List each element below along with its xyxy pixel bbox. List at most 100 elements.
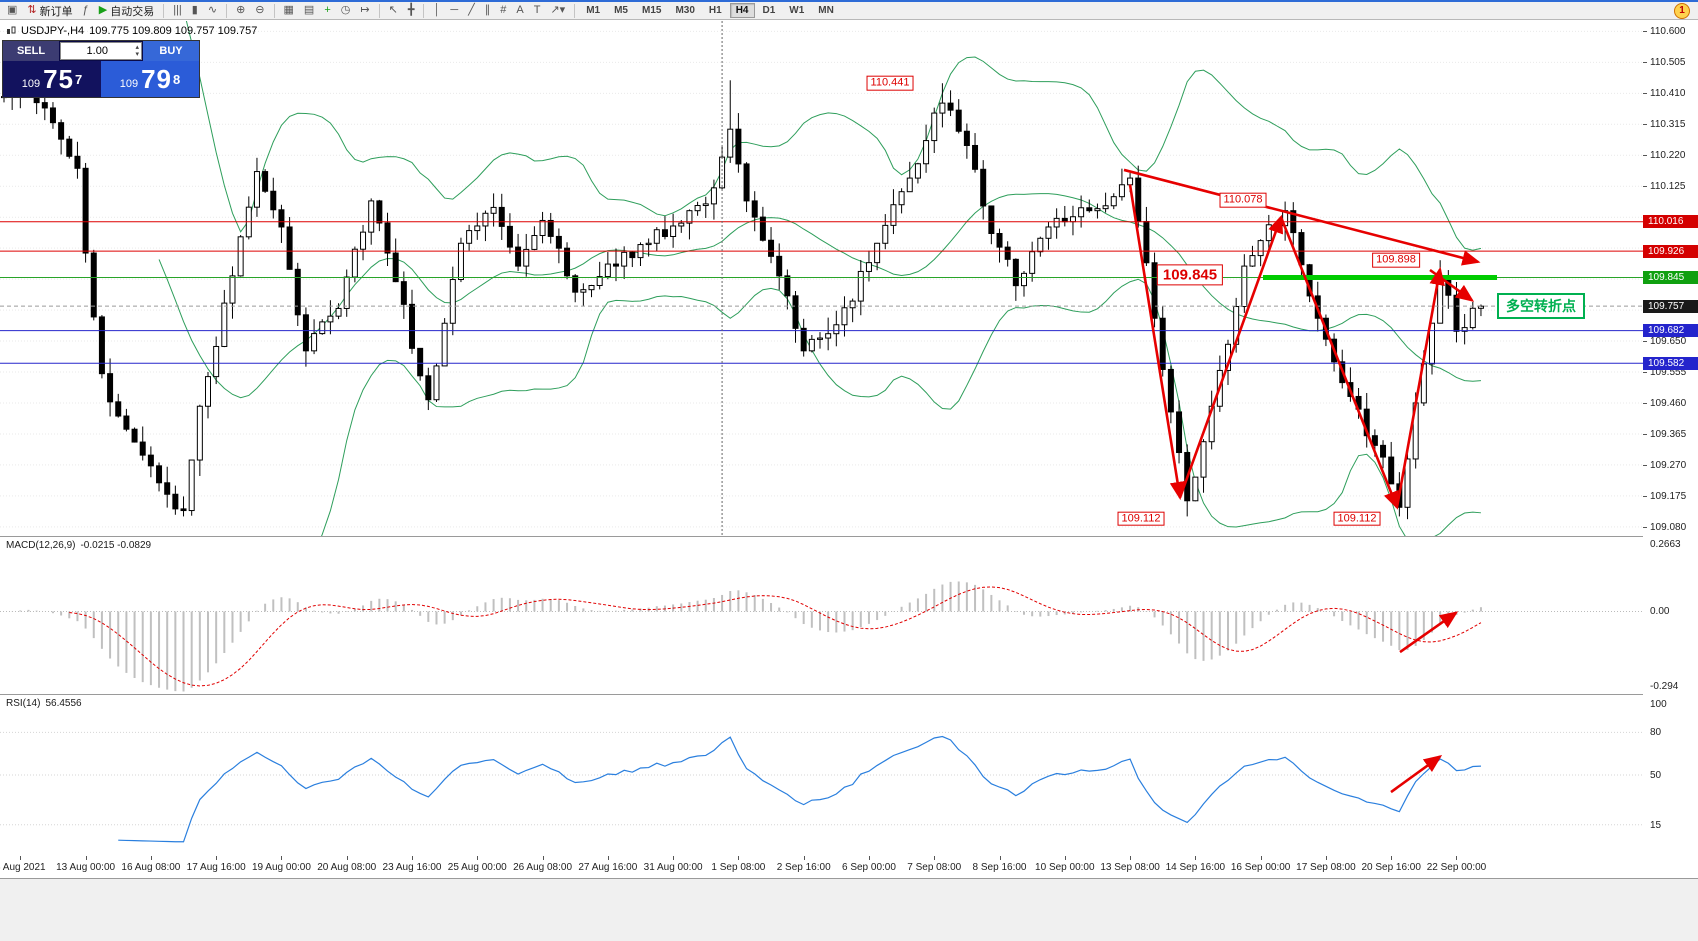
tick-mark [1643, 495, 1647, 497]
timeframe-m5[interactable]: M5 [614, 5, 628, 16]
price-tick: 109.080 [1650, 521, 1687, 533]
trendline-icon[interactable]: ╱ [468, 4, 475, 16]
timeframe-m30[interactable]: M30 [675, 5, 695, 16]
volume-up-icon[interactable]: ▴ [135, 44, 139, 51]
channel-icon[interactable]: ∥ [484, 4, 491, 16]
timeframe-d1[interactable]: D1 [762, 5, 776, 16]
time-label: 20 Aug 08:00 [317, 862, 377, 873]
time-label: 31 Aug 00:00 [643, 862, 703, 873]
macd-panel [0, 581, 1643, 692]
volume-input-wrap: ▴▾ [60, 42, 142, 60]
tick-mark [1643, 124, 1647, 126]
crosshair-icon[interactable]: ╋ [407, 4, 415, 16]
time-label: 1 Sep 08:00 [711, 862, 766, 873]
time-label: 25 Aug 00:00 [447, 862, 507, 873]
timeframe-mn[interactable]: MN [818, 5, 834, 16]
new-order-button[interactable]: ⇅ 新订单 [27, 4, 73, 18]
candlestick-chart-icon[interactable]: ▮ [191, 4, 198, 16]
buy-price-small: 109 [119, 78, 139, 90]
volume-input[interactable] [61, 44, 134, 58]
status-strip [0, 878, 1698, 941]
vertical-line-icon[interactable]: │ [433, 4, 441, 16]
price-tick: 109.460 [1650, 397, 1687, 409]
notification-badge[interactable]: 1 [1674, 2, 1690, 19]
toolbar-separator [163, 3, 165, 18]
price-badge: 109.926 [1643, 244, 1698, 258]
annotation-arrow [1123, 168, 1481, 266]
line-chart-icon[interactable]: ∿ [207, 4, 218, 16]
zoom-out-icon[interactable]: ⊖ [255, 4, 265, 16]
macd-scale-label: 0.2663 [1650, 539, 1681, 550]
time-label: 10 Sep 00:00 [1035, 862, 1095, 873]
label-tool-icon[interactable]: T [533, 4, 541, 16]
trade-panel-header: SELL ▴▾ BUY [3, 41, 199, 61]
chart-window-icon[interactable]: ▣ [7, 4, 18, 16]
time-label: 16 Aug 08:00 [121, 862, 181, 873]
price-tick: 109.555 [1650, 367, 1687, 379]
candles-layer [1, 67, 1484, 520]
rsi-scale-label: 80 [1650, 727, 1662, 739]
price-tick: 110.315 [1650, 119, 1686, 131]
timeframe-h4[interactable]: H4 [729, 3, 755, 18]
note-label[interactable]: 多空转折点 [1497, 292, 1585, 319]
sell-price-tile[interactable]: 109 75 7 [3, 61, 101, 97]
candlestick-mini-icon [7, 26, 16, 34]
chart-canvas[interactable] [0, 0, 1698, 878]
annotation-arrow [1128, 184, 1186, 501]
tick-mark [1643, 186, 1647, 188]
text-tool-icon[interactable]: A [516, 4, 524, 16]
timeframe-w1[interactable]: W1 [789, 5, 805, 16]
rsi-scale-label: 100 [1650, 699, 1667, 710]
time-tick [346, 856, 348, 860]
price-label[interactable]: 109.845 [1156, 264, 1224, 286]
price-label[interactable]: 109.898 [1372, 252, 1420, 268]
toolbar-separator [378, 3, 380, 18]
zoom-in-icon[interactable]: ⊕ [236, 4, 246, 16]
expert-advisors-icon[interactable]: ƒ [82, 4, 89, 16]
tick-mark [1643, 62, 1647, 64]
time-label: 26 Aug 08:00 [513, 862, 573, 873]
volume-spinner[interactable]: ▴ ▾ [133, 44, 141, 58]
sell-button[interactable]: SELL [3, 41, 59, 61]
timeframe-h1[interactable]: H1 [708, 5, 722, 16]
autotrading-button[interactable]: ▶ 自动交易 [98, 4, 155, 18]
sell-price-small: 109 [21, 78, 41, 90]
trade-panel-prices: 109 75 7 109 79 8 [3, 61, 199, 97]
price-label[interactable]: 110.078 [1219, 192, 1267, 208]
chart-shift-icon[interactable]: ↦ [360, 4, 370, 16]
time-axis[interactable]: 3 Aug 2021 13 Aug 00:00 16 Aug 08:00 17 Aug… [0, 856, 1643, 878]
price-tick: 109.270 [1650, 459, 1687, 471]
price-badge: 109.582 [1643, 356, 1698, 370]
price-badge: 109.757 [1643, 299, 1698, 313]
time-label: 13 Aug 00:00 [56, 862, 116, 873]
cursor-icon[interactable]: ↖ [388, 4, 398, 16]
tile-windows-icon[interactable]: ▦ [283, 4, 294, 16]
tick-mark [1643, 31, 1647, 33]
horizontal-line-icon[interactable]: ─ [450, 4, 459, 16]
new-indicator-icon[interactable]: + [324, 4, 331, 16]
main-panel [0, 21, 1643, 536]
volume-down-icon[interactable]: ▾ [135, 51, 139, 58]
timeframe-m15[interactable]: M15 [642, 5, 662, 16]
rsi-indicator-label: RSI(14) 56.4556 [6, 698, 87, 709]
time-label: 16 Sep 00:00 [1230, 862, 1291, 873]
bollinger-upper [185, 21, 1482, 251]
price-tick: 109.365 [1650, 428, 1687, 440]
arrows-tool-icon[interactable]: ↗▾ [550, 4, 566, 16]
fibonacci-icon[interactable]: # [500, 4, 507, 16]
data-window-icon[interactable]: ▤ [303, 4, 315, 16]
price-label[interactable]: 109.112 [1333, 511, 1381, 527]
toolbar: ▣ ⇅ 新订单 ƒ ▶ 自动交易 ||| ▮ ∿ ⊕ ⊖ ▦ ▤ + ◷ ↦ ↖ ╋ │ ─ ╱ ∥ # A T ↗▾ M1 M5 M1… [0, 0, 1698, 20]
time-label: 20 Sep 16:00 [1361, 862, 1421, 873]
macd-histogram [11, 581, 1482, 692]
bar-chart-icon[interactable]: ||| [173, 4, 182, 16]
period-clock-icon[interactable]: ◷ [340, 4, 351, 16]
timeframe-m1[interactable]: M1 [586, 5, 601, 16]
price-label[interactable]: 109.112 [1117, 511, 1165, 527]
price-scale[interactable]: 110.600 110.505 110.410 110.315 110.220 110.1… [1643, 20, 1698, 878]
rsi-line [118, 735, 1481, 843]
buy-button[interactable]: BUY [143, 41, 199, 61]
buy-price-tile[interactable]: 109 79 8 [101, 61, 199, 97]
price-label[interactable]: 110.441 [866, 75, 914, 91]
price-tick: 110.505 [1650, 57, 1686, 69]
